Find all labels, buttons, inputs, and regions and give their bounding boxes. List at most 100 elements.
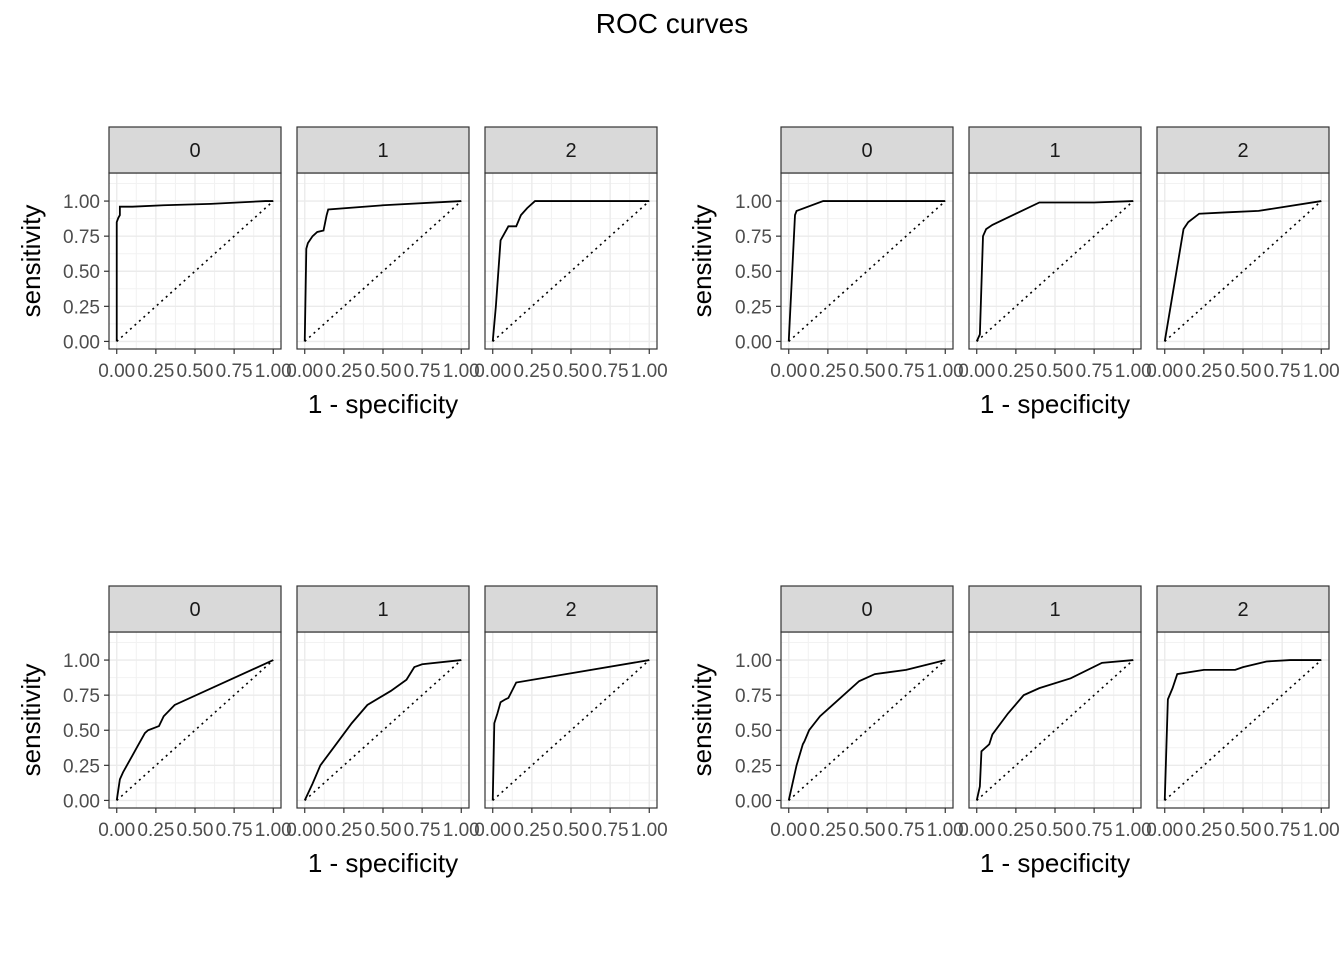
x-tick-label: 1.00 <box>1303 820 1340 841</box>
facet-strip-label: 1 <box>1049 599 1060 621</box>
x-tick-label: 1.00 <box>255 361 292 382</box>
facet-strip-label: 2 <box>1237 599 1248 621</box>
y-tick-label: 0.25 <box>63 297 100 318</box>
facet-strip <box>968 126 1142 174</box>
y-tick-label: 0.50 <box>63 721 100 742</box>
x-axis-title: 1 - specificity <box>308 848 458 878</box>
x-tick-label: 0.75 <box>1076 361 1113 382</box>
y-axis-title: sensitivity <box>16 205 46 318</box>
diagonal-reference-line <box>976 200 1134 343</box>
x-tick-label: 0.75 <box>888 361 925 382</box>
x-tick-label: 0.50 <box>849 361 886 382</box>
x-tick-label: 0.25 <box>1185 820 1222 841</box>
diagonal-reference-line <box>788 200 946 343</box>
x-tick-label: 0.25 <box>325 820 362 841</box>
x-tick-label: 0.75 <box>1264 361 1301 382</box>
roc-curve-line <box>491 200 650 342</box>
diagonal-reference-line <box>492 200 650 343</box>
y-tick-label: 0.25 <box>735 297 772 318</box>
roc-curve-line <box>303 200 462 342</box>
facet-strip <box>108 126 282 174</box>
roc-curve-line <box>1163 200 1322 342</box>
x-tick-label: 0.00 <box>958 820 995 841</box>
x-tick-label: 0.00 <box>286 361 323 382</box>
x-tick-label: 0.75 <box>404 820 441 841</box>
y-tick-label: 1.00 <box>735 192 772 213</box>
facet-strip <box>1156 585 1330 633</box>
y-tick-label: 0.00 <box>63 332 100 353</box>
facet-strip-label: 1 <box>377 599 388 621</box>
roc-curve-line <box>787 200 946 342</box>
roc-curve-line <box>115 659 274 801</box>
diagonal-reference-line <box>492 659 650 802</box>
x-tick-label: 0.50 <box>1225 361 1262 382</box>
facet-panel-0: 0 0.00 0.25 0.50 0.75 1.00 <box>770 585 964 841</box>
x-tick-label: 0.00 <box>958 361 995 382</box>
facet-strip <box>296 585 470 633</box>
facet-panel-2: 2 0.00 0.25 0.50 0.75 1.00 <box>1146 585 1340 841</box>
y-tick-label: 0.50 <box>735 262 772 283</box>
roc-curve-line <box>115 200 274 342</box>
facet-strip-label: 2 <box>565 140 576 162</box>
x-axis-title: 1 - specificity <box>308 389 458 419</box>
y-tick-label: 0.75 <box>735 227 772 248</box>
roc-curve-line <box>491 659 650 801</box>
x-tick-label: 0.00 <box>98 361 135 382</box>
diagonal-reference-line <box>1164 200 1322 343</box>
diagonal-reference-line <box>304 200 462 343</box>
x-tick-label: 0.50 <box>553 361 590 382</box>
x-tick-label: 0.00 <box>286 820 323 841</box>
x-tick-label: 0.00 <box>1146 361 1183 382</box>
roc-curve-line <box>975 659 1134 801</box>
chart-title: ROC curves <box>596 8 748 39</box>
x-tick-label: 0.00 <box>98 820 135 841</box>
x-tick-label: 0.75 <box>1076 820 1113 841</box>
facet-strip <box>780 585 954 633</box>
x-tick-label: 0.00 <box>1146 820 1183 841</box>
x-tick-label: 0.75 <box>216 820 253 841</box>
x-axis-title: 1 - specificity <box>980 389 1130 419</box>
y-axis-title: sensitivity <box>687 205 717 318</box>
facet-strip-label: 0 <box>861 599 872 621</box>
diagonal-reference-line <box>788 659 946 802</box>
x-tick-label: 1.00 <box>927 820 964 841</box>
x-tick-label: 0.50 <box>1037 361 1074 382</box>
y-tick-label: 0.50 <box>63 262 100 283</box>
facet-panel-1: 1 0.00 0.25 0.50 0.75 1.00 <box>958 126 1152 382</box>
x-tick-label: 1.00 <box>443 820 480 841</box>
facet-strip <box>484 585 658 633</box>
x-tick-label: 0.00 <box>474 361 511 382</box>
x-tick-label: 1.00 <box>631 361 668 382</box>
roc-curve-line <box>787 659 946 801</box>
facet-strip-label: 0 <box>861 140 872 162</box>
diagonal-reference-line <box>976 659 1134 802</box>
y-tick-label: 0.25 <box>735 756 772 777</box>
x-tick-label: 0.25 <box>137 361 174 382</box>
roc-curve-line <box>1163 659 1322 801</box>
facet-strip-label: 2 <box>565 599 576 621</box>
x-tick-label: 0.25 <box>997 820 1034 841</box>
x-tick-label: 0.50 <box>1037 820 1074 841</box>
x-tick-label: 0.75 <box>592 820 629 841</box>
facet-panel-2: 2 0.00 0.25 0.50 0.75 1.00 <box>474 126 668 382</box>
facet-strip-label: 1 <box>1049 140 1060 162</box>
facet-strip <box>296 126 470 174</box>
x-tick-label: 0.50 <box>177 361 214 382</box>
x-tick-label: 0.75 <box>1264 820 1301 841</box>
y-tick-label: 1.00 <box>63 192 100 213</box>
diagonal-reference-line <box>116 659 274 802</box>
x-tick-label: 0.00 <box>770 361 807 382</box>
y-tick-label: 0.50 <box>735 721 772 742</box>
x-tick-label: 0.75 <box>216 361 253 382</box>
facet-panel-1: 1 0.00 0.25 0.50 0.75 1.00 <box>958 585 1152 841</box>
x-tick-label: 0.25 <box>137 820 174 841</box>
y-tick-label: 1.00 <box>735 651 772 672</box>
facet-strip-label: 0 <box>189 140 200 162</box>
facet-strip <box>780 126 954 174</box>
x-tick-label: 0.75 <box>888 820 925 841</box>
facet-panel-1: 1 0.00 0.25 0.50 0.75 1.00 <box>286 585 480 841</box>
